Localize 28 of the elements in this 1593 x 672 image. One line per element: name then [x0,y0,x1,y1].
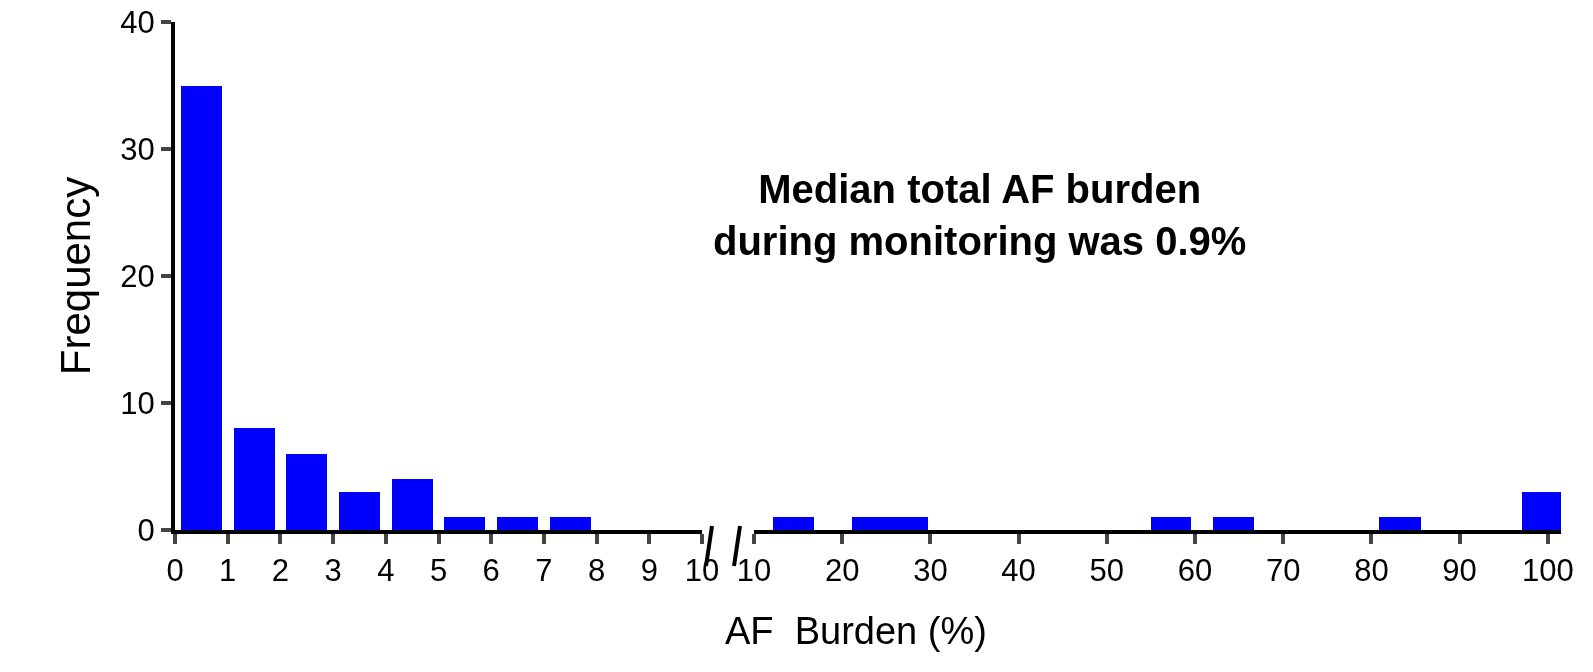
x-tick-label: 90 [1442,553,1477,589]
x-tick-label: 10 [736,553,772,589]
x-tick-label: 50 [1089,553,1125,589]
y-tick-label: 20 [120,258,155,294]
y-tick-label: 10 [120,385,155,421]
x-tick-label: 60 [1177,553,1213,589]
x-tick-label: 9 [640,553,658,589]
x-tick-label: 100 [1521,553,1574,589]
x-tick-label: 8 [587,553,606,589]
x-tick-label: 2 [271,553,290,589]
x-tick-label: 40 [1001,553,1036,589]
annotation: Median total AF burden during monitoring was 0.9% [713,167,1247,263]
x-tick-label: 6 [482,553,500,589]
x-tick-label: 1 [219,553,237,589]
x-tick-label: 3 [324,553,342,589]
y-tick-label: 40 [120,4,155,40]
x-tick-label: 7 [535,553,553,589]
y-tick-label: 30 [120,131,155,167]
y-axis-title: Frequency [51,176,99,376]
y-tick-label: 0 [137,512,155,548]
x-tick-label: 30 [913,553,948,589]
x-tick-label: 20 [824,553,860,589]
x-tick-label: 5 [429,553,448,589]
x-tick-label: 0 [166,553,184,589]
x-tick-label: 4 [377,553,395,589]
x-tick-label: 80 [1354,553,1389,589]
x-tick-label: 70 [1265,553,1301,589]
x-axis-title: AF Burden (%) [725,610,987,652]
